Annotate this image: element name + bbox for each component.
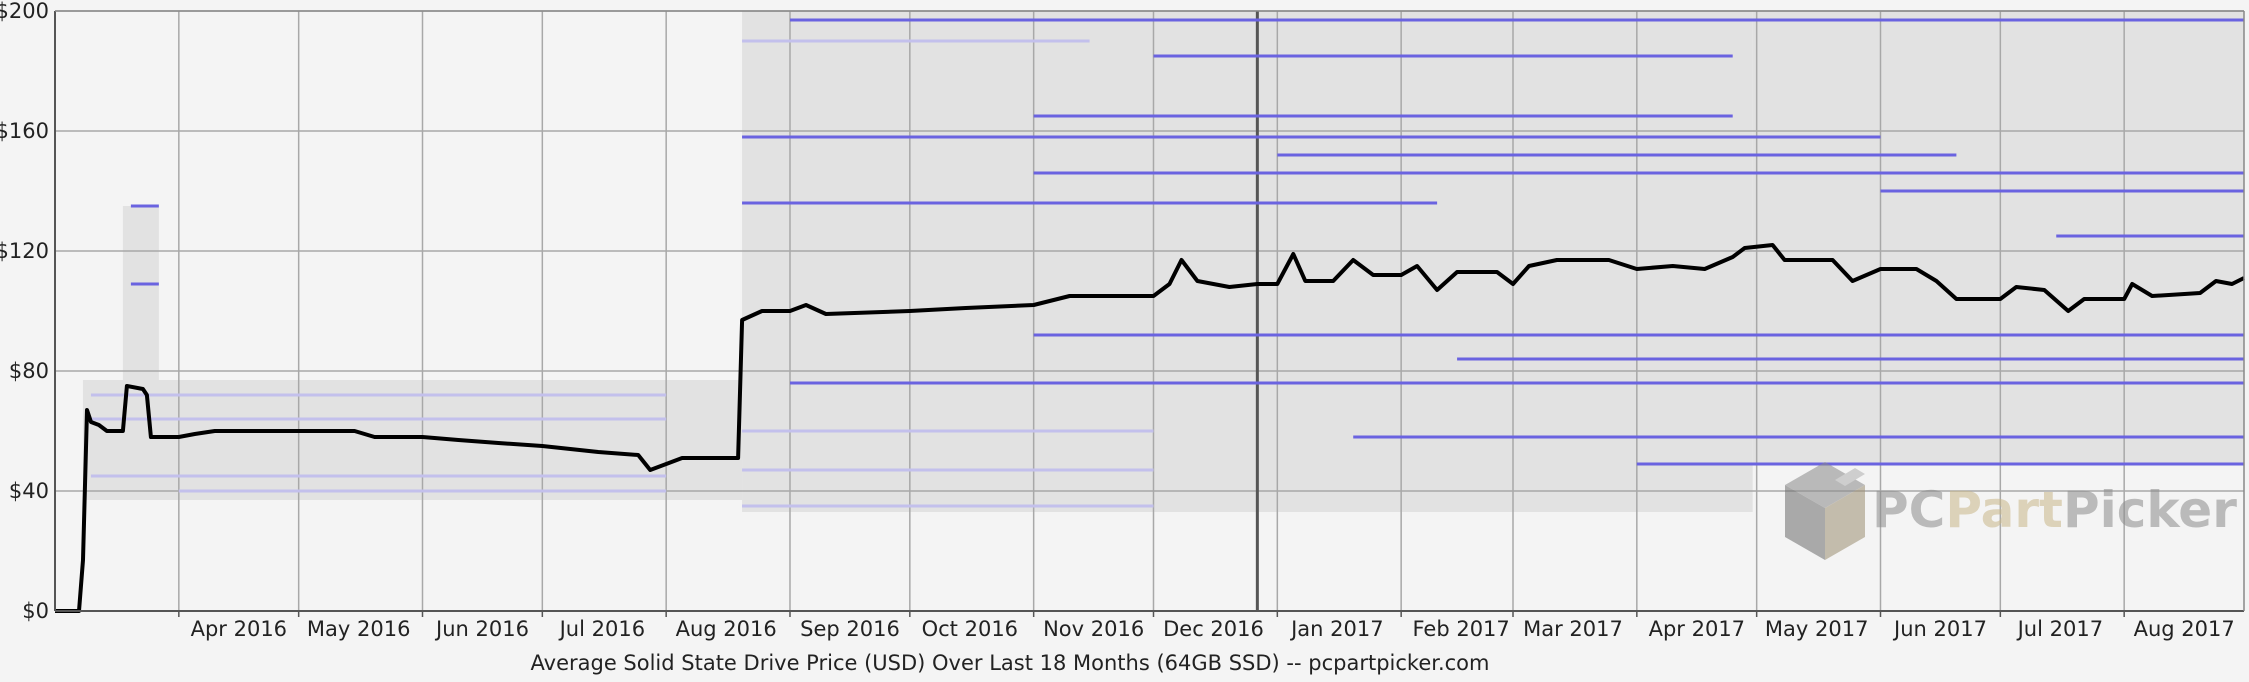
y-tick-label: $120 (0, 239, 49, 263)
x-tick-label: May 2016 (307, 617, 411, 641)
x-tick-label: Jul 2016 (558, 617, 645, 641)
x-tick-label: Aug 2016 (676, 617, 777, 641)
x-tick-label: Apr 2016 (191, 617, 287, 641)
watermark-picker: Picker (2063, 481, 2237, 539)
average-price-series-line (55, 243, 2245, 613)
x-tick-label: Aug 2017 (2134, 617, 2235, 641)
average-price-line (55, 243, 2245, 613)
y-axis-ticks: $0 $40 $80 $120 $160 $200 (0, 0, 49, 623)
individual-listings (90, 18, 2244, 508)
y-tick-label: $160 (0, 119, 49, 143)
pcpartpicker-watermark: PCPartPicker (1785, 462, 2237, 560)
watermark-part: Part (1945, 481, 2063, 539)
x-tick-label: Mar 2017 (1523, 617, 1623, 641)
chart-title: Average Solid State Drive Price (USD) Ov… (531, 651, 1490, 675)
y-tick-label: $0 (22, 599, 49, 623)
x-tick-label: Jun 2017 (1892, 617, 1987, 641)
y-tick-label: $40 (9, 479, 49, 503)
x-tick-label: Jul 2017 (2016, 617, 2103, 641)
x-tick-label: Dec 2016 (1163, 617, 1264, 641)
x-tick-label: Nov 2016 (1043, 617, 1144, 641)
pcpartpicker-logo-icon (1785, 462, 1865, 560)
price-range-band (82, 380, 743, 500)
x-tick-label: Apr 2017 (1649, 617, 1745, 641)
watermark-pc: PC (1872, 481, 1945, 539)
axes (54, 10, 2245, 612)
x-tick-label: Jun 2016 (434, 617, 529, 641)
x-axis-ticks: Apr 2016 May 2016 Jun 2016 Jul 2016 Aug 2016… (178, 611, 2235, 641)
watermark-text: PCPartPicker (1872, 481, 2237, 539)
x-tick-label: Oct 2016 (922, 617, 1018, 641)
price-range-band (122, 206, 159, 380)
y-tick-label: $200 (0, 0, 49, 23)
x-tick-label: May 2017 (1765, 617, 1869, 641)
x-tick-label: Jan 2017 (1289, 617, 1384, 641)
x-tick-label: Sep 2016 (800, 617, 900, 641)
y-tick-label: $80 (9, 359, 49, 383)
x-tick-label: Feb 2017 (1412, 617, 1509, 641)
